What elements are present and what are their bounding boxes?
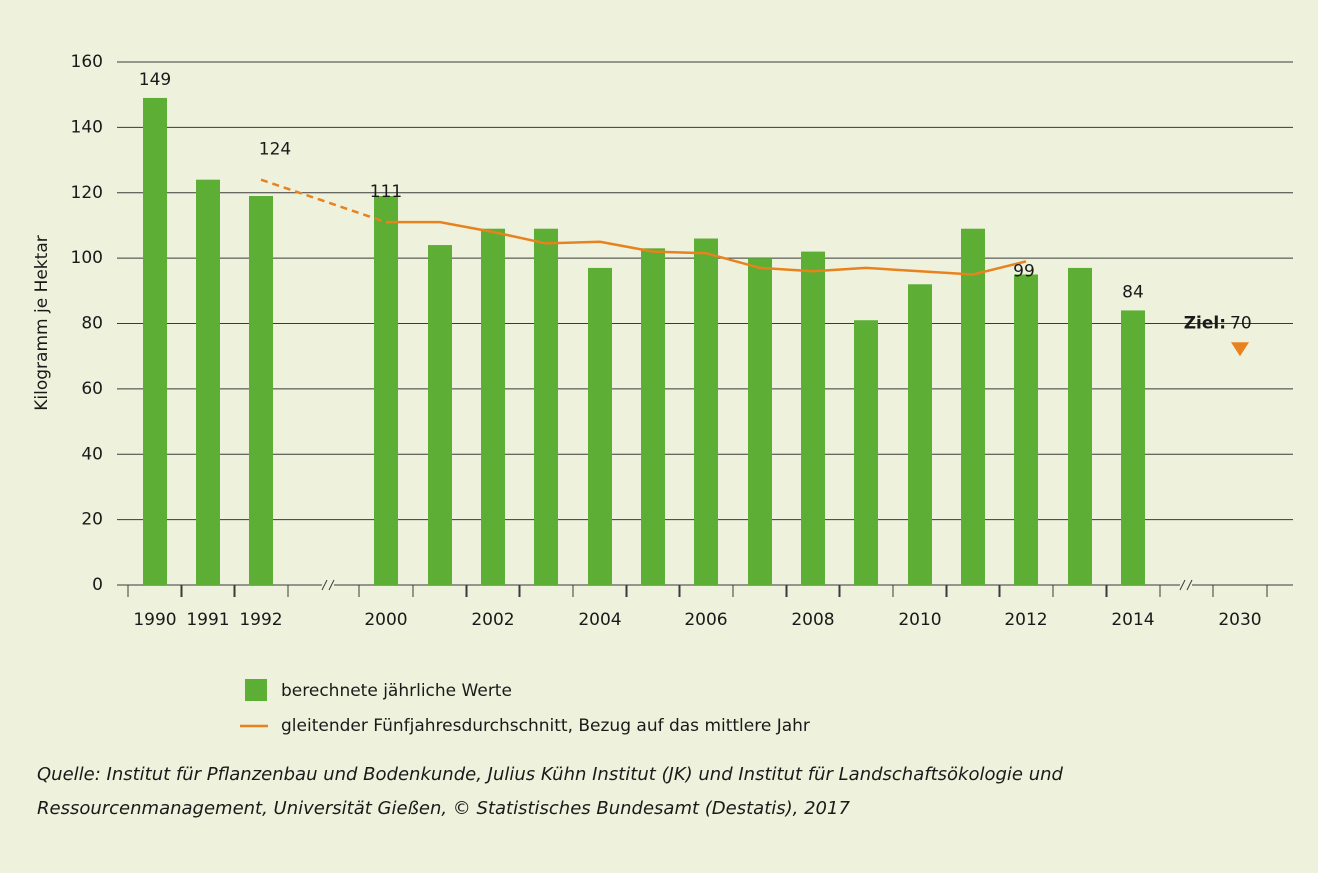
- x-tick-label: 2004: [578, 610, 621, 630]
- legend-swatch: [245, 679, 267, 701]
- bar: [1121, 310, 1145, 585]
- bar: [196, 179, 220, 586]
- x-tick-label: 2014: [1111, 610, 1154, 630]
- axis-break-gap: [322, 582, 334, 588]
- bar: [534, 228, 558, 586]
- legend-label: berechnete jährliche Werte: [281, 681, 512, 701]
- bar: [641, 248, 665, 585]
- x-tick-label: 2000: [364, 610, 407, 630]
- bar: [961, 228, 985, 586]
- data-label: 124: [259, 140, 291, 160]
- x-tick-label: 2002: [471, 610, 514, 630]
- x-tick-label: 2008: [791, 610, 834, 630]
- trend-dashed: [260, 178, 387, 224]
- target-marker: [1231, 342, 1249, 357]
- x-tick-label: 2010: [898, 610, 941, 630]
- y-tick-label: 120: [71, 183, 103, 203]
- x-tick-label: 1992: [239, 610, 282, 630]
- data-label: 149: [139, 70, 171, 90]
- axis-break: [328, 579, 335, 591]
- bar: [249, 196, 273, 586]
- y-tick-label: 80: [81, 314, 103, 334]
- y-tick-label: 140: [71, 117, 103, 137]
- axis-break-gap: [1180, 582, 1192, 588]
- source: Ressourcenmanagement, Universität Gießen…: [37, 798, 850, 819]
- target-label: Ziel:: [1184, 314, 1226, 334]
- axis-break: [1186, 579, 1193, 591]
- y-tick-label: 60: [81, 379, 103, 399]
- bar: [428, 245, 452, 586]
- data-label: 111: [370, 182, 402, 202]
- y-axis-label: Kilogramm je Hektar: [32, 235, 52, 410]
- y-tick-label: 0: [92, 575, 103, 595]
- bar: [588, 267, 612, 585]
- x-tick-label: 2012: [1004, 610, 1047, 630]
- y-tick-label: 100: [71, 248, 103, 268]
- y-tick-label: 20: [81, 510, 103, 530]
- legend-label: gleitender Fünfjahresdurchschnitt, Bezug…: [281, 716, 810, 736]
- x-tick-label: 2030: [1218, 610, 1261, 630]
- data-label: 84: [1122, 282, 1144, 302]
- bar: [908, 284, 932, 585]
- bar: [748, 258, 772, 585]
- bar: [1014, 274, 1038, 585]
- axis-break: [1179, 579, 1186, 591]
- target-value: 70: [1230, 314, 1252, 334]
- bar: [374, 196, 398, 586]
- x-tick-label: 2006: [684, 610, 727, 630]
- y-tick-label: 160: [71, 52, 103, 72]
- bar: [481, 228, 505, 586]
- bar: [854, 320, 878, 585]
- source: Quelle: Institut für Pflanzenbau und Bod…: [37, 764, 1064, 785]
- bar: [143, 97, 167, 586]
- data-label: 99: [1013, 261, 1035, 281]
- y-tick-label: 40: [81, 444, 103, 464]
- x-tick-label: 1990: [133, 610, 176, 630]
- trend-line: [386, 220, 1027, 276]
- bar: [1068, 267, 1092, 585]
- bar: [694, 238, 718, 585]
- axis-break: [321, 579, 328, 591]
- x-tick-label: 1991: [186, 610, 229, 630]
- bar: [801, 251, 825, 585]
